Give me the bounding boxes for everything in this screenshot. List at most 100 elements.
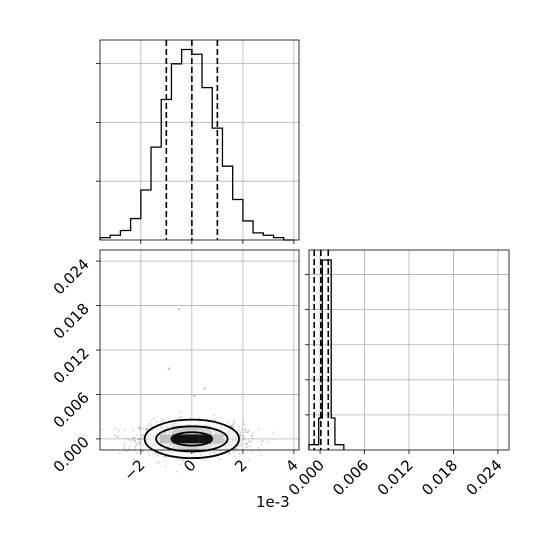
joint-scatter-point <box>145 428 148 431</box>
joint-scatter-point <box>245 446 248 449</box>
joint-scatter-point <box>141 438 144 441</box>
joint-scatter-point <box>133 439 136 442</box>
joint-scatter-point <box>133 439 136 442</box>
joint-scatter-point <box>139 427 142 430</box>
joint-scatter-point <box>247 431 250 433</box>
joint-scatter-point <box>135 442 138 445</box>
joint-scatter-point <box>140 438 143 441</box>
joint-outlier-point-1 <box>167 367 170 370</box>
joint-scatter-point <box>124 429 126 431</box>
joint-scatter-point <box>233 423 236 425</box>
joint-scatter-point <box>133 458 135 461</box>
right-x-tick-label-4: 0.024 <box>463 456 506 499</box>
joint-scatter-point <box>233 455 236 458</box>
joint-scatter-point <box>137 438 140 441</box>
joint-scatter-point <box>271 431 274 434</box>
joint-scatter-point <box>138 438 141 441</box>
joint-x-tick-label-0: −2 <box>120 456 148 484</box>
joint-scatter-point <box>260 454 263 457</box>
joint-scatter-point <box>245 445 248 448</box>
joint-scatter-point <box>179 411 182 414</box>
joint-scatter-point <box>127 438 130 441</box>
joint-scatter-point <box>148 422 151 425</box>
joint-scatter-point <box>137 426 140 428</box>
joint-scatter-point <box>146 427 149 430</box>
joint-scatter-point <box>246 442 249 445</box>
joint-scatter-point <box>138 442 141 445</box>
joint-scatter-point <box>261 440 263 443</box>
joint-scatter-point <box>150 419 153 422</box>
joint-scatter-point <box>139 426 142 429</box>
joint-scatter-point <box>183 459 185 462</box>
joint-scatter-point <box>244 428 247 431</box>
joint-scatter-point <box>154 453 156 456</box>
joint-scatter-point <box>174 417 177 420</box>
joint-scatter-point <box>114 434 117 437</box>
joint-scatter-point <box>134 446 137 448</box>
joint-scatter-point <box>134 442 136 444</box>
joint-scatter-point <box>260 443 263 446</box>
joint-scatter-point <box>235 447 238 450</box>
joint-scatter-point <box>250 440 253 443</box>
joint-scatter-point <box>241 428 244 430</box>
joint-scatter-point <box>157 454 159 457</box>
right-x-tick-label-2: 0.012 <box>374 456 417 499</box>
right-x-tick-label-1: 0.006 <box>329 456 372 499</box>
joint-scatter-point <box>251 434 254 437</box>
joint-y-tick-label-1: 0.006 <box>50 389 93 432</box>
right-histogram-y-ticks <box>305 274 309 416</box>
joint-y-tick-label-3: 0.018 <box>50 300 93 343</box>
joint-scatter-point <box>129 439 132 442</box>
right-histogram-quantile-lines <box>313 250 330 450</box>
joint-scatter-point <box>243 423 245 426</box>
joint-scatter-point <box>136 452 139 454</box>
joint-scatter-point <box>229 424 232 427</box>
joint-scatter-point <box>125 437 128 440</box>
x-axis-offset-label: 1e-3 <box>256 493 290 511</box>
joint-scatter-point <box>123 447 125 450</box>
joint-scatter-point <box>116 436 119 438</box>
joint-scatter-point <box>156 460 158 463</box>
top-histogram-panel <box>96 39 300 244</box>
joint-outlier-point-2 <box>203 387 206 390</box>
joint-scatter-point <box>239 434 242 437</box>
joint-core-cell-1 <box>185 434 199 444</box>
joint-scatter-point <box>245 442 247 445</box>
joint-scatter-point <box>132 429 135 432</box>
joint-scatter-point <box>142 450 145 452</box>
joint-scatter-point <box>142 443 145 446</box>
joint-scatter-point <box>153 417 155 420</box>
joint-scatter-point <box>232 419 235 422</box>
joint-scatter-point <box>244 429 247 432</box>
joint-scatter-point <box>181 459 183 462</box>
top-histogram-x-ticks <box>140 240 295 244</box>
joint-scatter-point <box>127 447 130 450</box>
joint-scatter-point <box>212 414 215 417</box>
joint-scatter-point <box>248 441 251 443</box>
joint-density-grid <box>100 250 299 450</box>
joint-scatter-point <box>238 452 241 455</box>
joint-scatter-point <box>147 425 149 427</box>
right-histogram-step-line <box>308 259 345 450</box>
joint-scatter-point <box>118 452 121 455</box>
joint-scatter-point <box>140 441 142 443</box>
joint-outlier-point-3 <box>193 394 196 398</box>
joint-scatter-point <box>257 446 260 449</box>
joint-scatter-point <box>160 420 163 423</box>
joint-scatter-point <box>131 437 134 440</box>
joint-scatter-point <box>155 452 158 455</box>
joint-scatter-point <box>133 436 136 439</box>
joint-scatter-point <box>220 416 222 419</box>
joint-scatter-point <box>102 428 104 431</box>
joint-scatter-point <box>239 431 242 434</box>
joint-scatter-point <box>243 437 246 440</box>
joint-scatter-point <box>239 445 241 448</box>
joint-scatter-point <box>164 465 167 468</box>
joint-scatter-point <box>239 433 242 435</box>
joint-scatter-point <box>232 426 235 429</box>
joint-scatter-point <box>232 451 235 453</box>
joint-scatter-point <box>137 437 140 440</box>
